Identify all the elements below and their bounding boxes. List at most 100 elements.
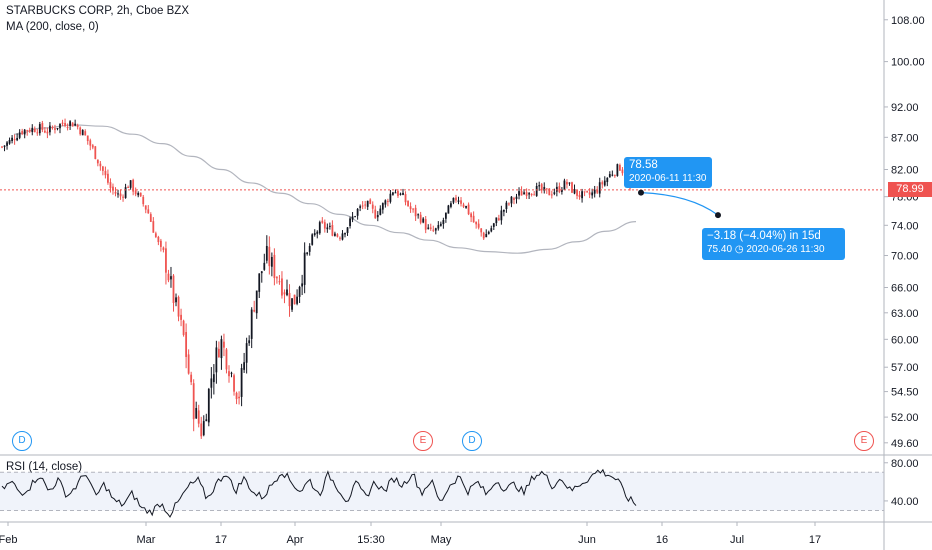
- candle-body: [356, 208, 359, 216]
- candle-body: [165, 248, 167, 273]
- candle-body: [233, 375, 235, 392]
- candle-body: [263, 262, 266, 270]
- earnings-marker[interactable]: E: [854, 431, 874, 451]
- candle-body: [217, 348, 220, 358]
- candle-body: [369, 199, 372, 204]
- candle-body: [366, 200, 369, 207]
- candle-body: [175, 297, 177, 303]
- y-tick-label: 70.00: [891, 251, 919, 263]
- y-tick-label: 74.00: [891, 220, 919, 232]
- y-tick-label: 52.00: [891, 412, 919, 424]
- candle-body: [573, 189, 576, 194]
- candle-body: [129, 180, 132, 188]
- candle-body: [397, 191, 399, 196]
- candle-body: [255, 290, 258, 314]
- candle-body: [606, 177, 609, 183]
- candle-body: [89, 140, 92, 146]
- candle-body: [538, 185, 541, 187]
- candle-body: [235, 392, 238, 400]
- y-tick-label: 87.00: [891, 132, 919, 144]
- candle-body: [43, 130, 46, 133]
- candle-body: [49, 125, 51, 133]
- chart-title: STARBUCKS CORP, 2h, Cboe BZX: [6, 5, 190, 17]
- candle-body: [172, 275, 175, 303]
- candle-body: [457, 200, 460, 202]
- candle-body: [66, 126, 69, 128]
- candle-body: [306, 252, 309, 255]
- candle-body: [205, 419, 208, 422]
- candle-body: [591, 192, 594, 196]
- candle-body: [230, 372, 233, 374]
- candle-body: [533, 194, 536, 196]
- candle-body: [298, 286, 301, 297]
- x-tick-label: 17: [215, 534, 227, 546]
- candle-body: [576, 189, 578, 196]
- candle-body: [41, 123, 44, 130]
- candle-body: [54, 128, 56, 130]
- rsi-y-tick-label: 80.00: [891, 458, 919, 470]
- y-tick-label: 92.00: [891, 102, 919, 114]
- candle-body: [134, 190, 137, 195]
- candle-body: [485, 234, 488, 238]
- candle-body: [51, 127, 54, 129]
- candle-body: [210, 378, 213, 388]
- candle-body: [202, 421, 205, 436]
- candle-body: [404, 194, 407, 203]
- candle-body: [374, 209, 377, 219]
- dividend-marker[interactable]: D: [462, 431, 482, 451]
- candle-body: [470, 213, 473, 218]
- candle-body: [460, 200, 462, 204]
- candle-body: [190, 374, 193, 383]
- dividend-marker[interactable]: D: [12, 431, 32, 451]
- candle-body: [321, 220, 324, 223]
- candle-body: [258, 273, 261, 292]
- candle-body: [545, 188, 548, 190]
- candle-body: [61, 122, 64, 124]
- candle-body: [487, 231, 490, 234]
- candle-body: [23, 129, 26, 135]
- candle-body: [566, 181, 568, 185]
- candle-body: [596, 190, 599, 193]
- candle-body: [149, 214, 152, 222]
- candle-body: [76, 125, 79, 128]
- candle-body: [550, 194, 553, 196]
- candle-body: [281, 278, 283, 296]
- candle-body: [26, 130, 29, 132]
- candle-body: [535, 185, 538, 196]
- candle-body: [361, 205, 364, 207]
- candle-body: [13, 139, 16, 141]
- candle-body: [142, 196, 145, 205]
- candle-body: [571, 182, 573, 193]
- candle-body: [467, 204, 470, 215]
- candle-body: [212, 374, 215, 383]
- candle-body: [245, 343, 248, 363]
- candle-body: [371, 204, 374, 209]
- candle-body: [215, 347, 218, 373]
- candle-body: [394, 192, 397, 194]
- candle-body: [346, 227, 349, 233]
- candle-body: [619, 165, 621, 171]
- candle-body: [513, 198, 515, 200]
- x-tick-label: Jun: [578, 534, 596, 546]
- candle-body: [114, 191, 117, 194]
- candle-body: [104, 170, 107, 176]
- candle-body: [291, 298, 293, 310]
- candle-body: [608, 174, 611, 178]
- candle-body: [344, 232, 346, 235]
- candle-body: [296, 296, 298, 304]
- candle-body: [386, 200, 389, 202]
- x-tick-label: May: [431, 534, 452, 546]
- candle-body: [152, 221, 155, 233]
- candle-body: [177, 296, 180, 317]
- candle-body: [101, 166, 104, 171]
- candle-body: [270, 256, 273, 267]
- candle-body: [6, 142, 8, 146]
- candle-body: [477, 223, 480, 228]
- candle-body: [414, 207, 417, 217]
- candle-body: [33, 128, 36, 133]
- candle-body: [439, 223, 442, 226]
- high-callout-price: 78.58: [629, 159, 658, 171]
- ma-legend: MA (200, close, 0): [6, 21, 99, 33]
- earnings-marker[interactable]: E: [413, 431, 433, 451]
